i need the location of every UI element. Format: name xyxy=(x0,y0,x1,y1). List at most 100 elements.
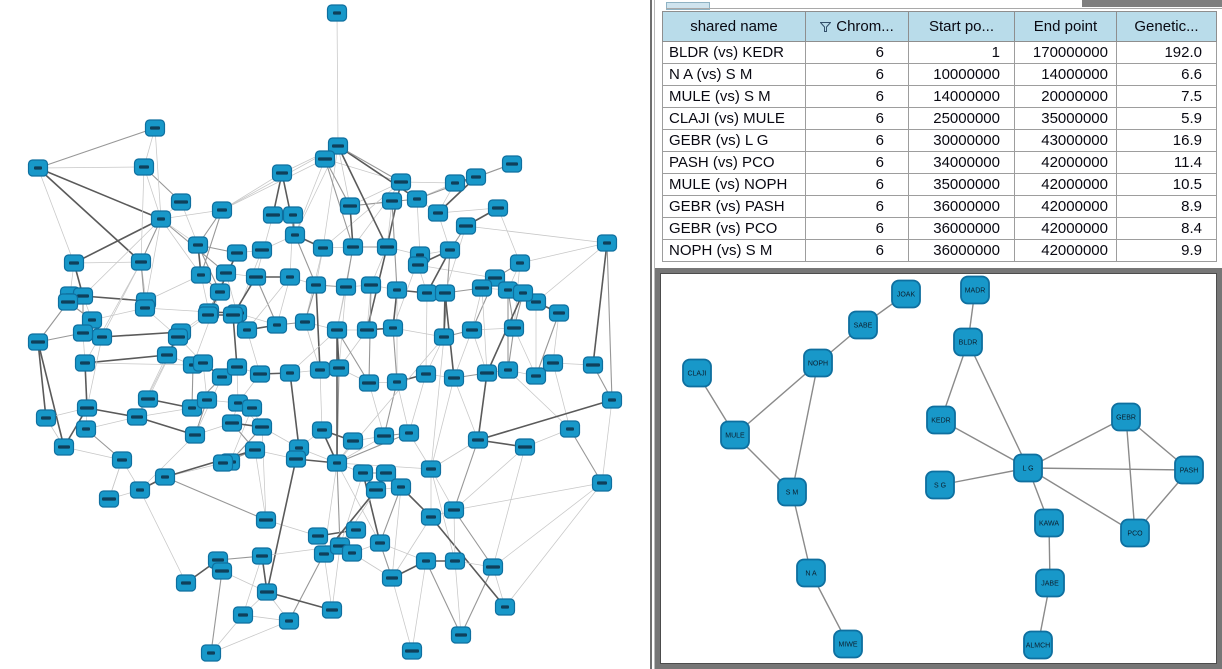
network-node[interactable] xyxy=(175,574,197,592)
network-edge[interactable] xyxy=(101,261,142,338)
network-node[interactable] xyxy=(326,321,348,339)
column-header-shared-name[interactable]: shared name xyxy=(662,11,806,42)
network-edge[interactable] xyxy=(430,336,445,470)
network-node[interactable] xyxy=(444,174,466,192)
network-node[interactable] xyxy=(200,644,222,662)
network-node[interactable] xyxy=(326,454,348,472)
cell-end-point[interactable]: 42000000 xyxy=(1014,195,1117,218)
network-edge[interactable] xyxy=(337,145,402,183)
network-edge[interactable] xyxy=(492,482,603,568)
table-row[interactable]: NOPH (vs) S M 6 36000000 42000000 9.9 xyxy=(662,239,1217,262)
horizontal-scrollbar-thumb[interactable] xyxy=(1082,0,1222,7)
network-node-miwe[interactable]: MIWE xyxy=(833,629,863,659)
network-node[interactable] xyxy=(170,193,192,211)
network-node-claji[interactable]: CLAJI xyxy=(682,358,712,388)
network-node[interactable] xyxy=(144,119,166,137)
network-edge[interactable] xyxy=(221,158,326,211)
network-edge[interactable] xyxy=(416,198,421,256)
network-edge[interactable] xyxy=(425,292,428,375)
column-header-genetic---[interactable]: Genetic... xyxy=(1116,11,1217,42)
network-edge[interactable] xyxy=(453,446,526,511)
network-edge[interactable] xyxy=(288,553,325,622)
network-edge[interactable] xyxy=(460,566,494,636)
cell-chromosome[interactable]: 6 xyxy=(805,41,909,64)
network-node[interactable] xyxy=(596,234,618,252)
network-node[interactable] xyxy=(525,367,547,385)
network-edge[interactable] xyxy=(430,377,455,470)
network-node[interactable] xyxy=(321,601,343,619)
network-node[interactable] xyxy=(433,328,455,346)
network-edge[interactable] xyxy=(319,369,323,431)
network-node[interactable] xyxy=(386,373,408,391)
cell-start-point[interactable]: 36000000 xyxy=(908,195,1015,218)
network-node[interactable] xyxy=(133,158,155,176)
network-node[interactable] xyxy=(211,201,233,219)
cell-genetic[interactable]: 9.9 xyxy=(1116,239,1217,262)
network-edge[interactable] xyxy=(266,591,333,611)
network-edge[interactable] xyxy=(139,489,187,584)
network-edge[interactable] xyxy=(229,407,253,463)
table-row[interactable]: MULE (vs) NOPH 6 35000000 42000000 10.5 xyxy=(662,173,1217,196)
network-edge[interactable] xyxy=(337,145,388,248)
network-node[interactable] xyxy=(407,256,429,274)
network-node[interactable] xyxy=(226,244,248,262)
network-node[interactable] xyxy=(443,501,465,519)
network-node[interactable] xyxy=(465,168,487,186)
cell-shared-name[interactable]: GEBR (vs) PASH xyxy=(662,195,806,218)
network-edge[interactable] xyxy=(519,242,608,264)
network-node[interactable] xyxy=(187,236,209,254)
cell-shared-name[interactable]: GEBR (vs) L G xyxy=(662,129,806,152)
network-node[interactable] xyxy=(335,278,357,296)
network-edge[interactable] xyxy=(37,167,142,263)
cell-shared-name[interactable]: CLAJI (vs) MULE xyxy=(662,107,806,130)
network-node[interactable] xyxy=(390,478,412,496)
cell-end-point[interactable]: 42000000 xyxy=(1014,173,1117,196)
network-node[interactable] xyxy=(307,527,329,545)
network-node[interactable] xyxy=(130,253,152,271)
cell-shared-name[interactable]: MULE (vs) S M xyxy=(662,85,806,108)
table-row[interactable]: BLDR (vs) KEDR 6 1 170000000 192.0 xyxy=(662,41,1217,64)
cell-end-point[interactable]: 42000000 xyxy=(1014,217,1117,240)
network-edge[interactable] xyxy=(362,472,381,544)
cell-chromosome[interactable]: 6 xyxy=(805,63,909,86)
cell-shared-name[interactable]: MULE (vs) NOPH xyxy=(662,173,806,196)
network-node[interactable] xyxy=(401,642,423,660)
network-node[interactable] xyxy=(154,468,176,486)
network-node-noph[interactable]: NOPH xyxy=(803,348,833,378)
network-edge[interactable] xyxy=(164,449,256,478)
network-node[interactable] xyxy=(381,192,403,210)
filter-funnel-icon[interactable] xyxy=(820,22,832,32)
cell-start-point[interactable]: 1 xyxy=(908,41,1015,64)
network-node[interactable] xyxy=(339,197,361,215)
network-node[interactable] xyxy=(305,276,327,294)
network-edge[interactable] xyxy=(266,458,297,593)
network-edge[interactable] xyxy=(294,158,326,236)
cell-end-point[interactable]: 43000000 xyxy=(1014,129,1117,152)
table-tab-remnant[interactable] xyxy=(666,2,710,10)
network-edge[interactable] xyxy=(368,382,385,437)
network-node[interactable] xyxy=(455,217,477,235)
network-node-jabe[interactable]: JABE xyxy=(1035,568,1065,598)
network-edge[interactable] xyxy=(535,312,560,377)
network-node[interactable] xyxy=(420,508,442,526)
network-edge[interactable] xyxy=(477,399,613,441)
table-row[interactable]: PASH (vs) PCO 6 34000000 42000000 11.4 xyxy=(662,151,1217,174)
network-node[interactable] xyxy=(497,361,519,379)
column-header-start-po---[interactable]: Start po... xyxy=(908,11,1015,42)
cell-chromosome[interactable]: 6 xyxy=(805,173,909,196)
network-edge[interactable] xyxy=(210,620,290,654)
network-node[interactable] xyxy=(232,606,254,624)
network-edge[interactable] xyxy=(200,209,223,276)
cell-chromosome[interactable]: 6 xyxy=(805,85,909,108)
network-edge[interactable] xyxy=(84,354,168,364)
network-edge[interactable] xyxy=(143,166,162,220)
network-edge[interactable] xyxy=(967,341,1029,469)
network-node[interactable] xyxy=(365,481,387,499)
cell-end-point[interactable]: 42000000 xyxy=(1014,151,1117,174)
network-node[interactable] xyxy=(222,306,244,324)
network-edge[interactable] xyxy=(315,284,321,371)
network-edge[interactable] xyxy=(289,214,294,278)
network-node[interactable] xyxy=(345,521,367,539)
network-node[interactable] xyxy=(352,464,374,482)
network-node-madr[interactable]: MADR xyxy=(960,275,990,305)
